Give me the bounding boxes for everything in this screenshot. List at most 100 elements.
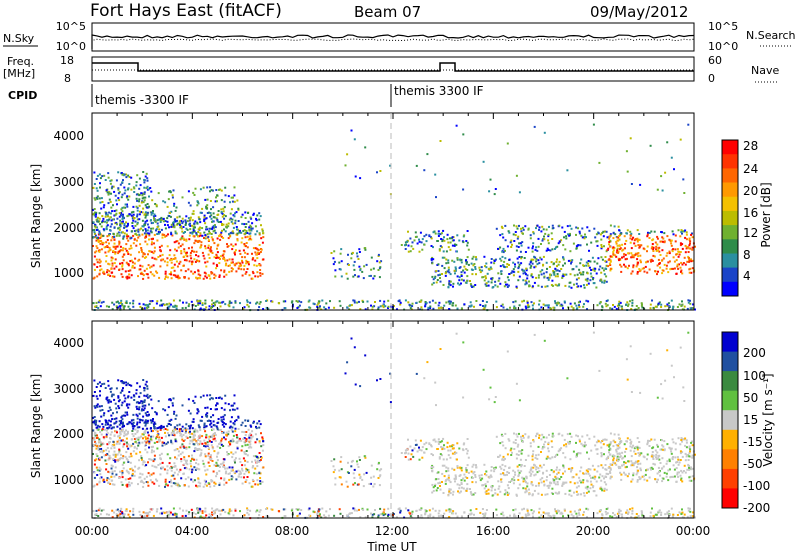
power-cell (168, 273, 171, 275)
power-cell (434, 173, 437, 176)
power-cell (220, 211, 223, 214)
power-cell (485, 262, 488, 265)
power-cell (602, 230, 605, 233)
velocity-cell (149, 438, 152, 441)
power-cell (234, 301, 237, 304)
velocity-cell (93, 416, 96, 418)
velocity-cell (549, 481, 551, 484)
power-cell (228, 233, 231, 236)
power-cell (284, 307, 287, 310)
power-cell (116, 232, 119, 235)
velocity-cell (210, 425, 213, 428)
power-cell (197, 235, 199, 238)
velocity-cell (547, 486, 550, 489)
velocity-cell (213, 450, 216, 453)
power-cell (611, 255, 614, 258)
velocity-cell (419, 439, 422, 442)
power-cell (98, 261, 101, 264)
power-cell (623, 235, 626, 238)
velocity-cell (434, 485, 436, 487)
power-cell (668, 252, 671, 255)
velocity-cell (516, 435, 519, 438)
power-cell (648, 268, 651, 271)
power-cell (163, 233, 165, 236)
power-cell (586, 277, 589, 280)
velocity-cell (247, 420, 249, 422)
velocity-cell (153, 482, 156, 485)
velocity-cell (234, 420, 236, 423)
velocity-cell (124, 397, 127, 400)
power-cell (626, 170, 629, 173)
power-cell (684, 229, 687, 232)
power-cell (152, 237, 154, 240)
velocity-cell (145, 395, 148, 398)
power-cell (118, 250, 121, 253)
power-cell (593, 269, 596, 272)
power-cell (605, 268, 608, 270)
power-cell (437, 232, 440, 235)
velocity-cell (136, 407, 139, 410)
velocity-cell (157, 400, 160, 403)
power-cell (679, 244, 682, 247)
power-cell (186, 251, 188, 254)
power-cell (457, 282, 459, 285)
power-cell (195, 254, 197, 257)
power-cell (538, 303, 540, 306)
velocity-cell (234, 457, 237, 460)
velocity-cell (93, 420, 96, 423)
velocity-cell (129, 461, 132, 464)
power-cell (160, 250, 162, 253)
power-cell (221, 301, 224, 304)
power-cell (108, 234, 111, 237)
power-cell (138, 302, 141, 305)
power-cell (527, 304, 530, 307)
power-cell (404, 241, 407, 244)
power-cell (639, 259, 642, 262)
power-cell (241, 213, 244, 216)
velocity-cell (404, 456, 407, 458)
power-cell (249, 301, 252, 304)
velocity-cell (180, 460, 183, 463)
velocity-cell (217, 429, 220, 431)
velocity-cell (533, 489, 536, 492)
power-cell (222, 257, 225, 260)
power-cell (589, 272, 592, 275)
power-cell (617, 257, 620, 260)
velocity-cell (130, 438, 133, 441)
power-cell (244, 236, 247, 239)
velocity-cell (528, 493, 531, 496)
velocity-cell (191, 439, 194, 442)
velocity-cell (114, 466, 117, 469)
velocity-cell (437, 482, 440, 485)
velocity-cell (121, 439, 124, 442)
velocity-cell (244, 434, 247, 436)
power-cell (168, 302, 171, 305)
power-cell (599, 279, 602, 282)
velocity-cell (518, 483, 521, 486)
velocity-cell (182, 445, 185, 448)
velocity-cell (499, 473, 502, 476)
power-cell (137, 230, 140, 233)
power-cell (534, 256, 537, 259)
power-cell (231, 261, 234, 264)
velocity-cell (114, 455, 117, 458)
power-cell (99, 305, 102, 308)
power-cell (242, 249, 245, 252)
power-cell (133, 230, 136, 232)
power-cell (236, 232, 239, 235)
power-cell (524, 283, 527, 286)
velocity-cell (521, 476, 524, 479)
power-cell (127, 239, 130, 242)
velocity-cell (233, 423, 236, 426)
velocity-cell (151, 407, 154, 410)
velocity-cell (258, 440, 261, 443)
power-cell (177, 242, 180, 245)
velocity-cell (226, 451, 228, 454)
power-cell (176, 240, 179, 242)
power-cell (215, 217, 218, 220)
power-cell (546, 276, 549, 279)
velocity-cell (494, 466, 497, 469)
power-cell (212, 302, 215, 305)
power-cell (460, 278, 463, 281)
power-cell (661, 272, 664, 275)
